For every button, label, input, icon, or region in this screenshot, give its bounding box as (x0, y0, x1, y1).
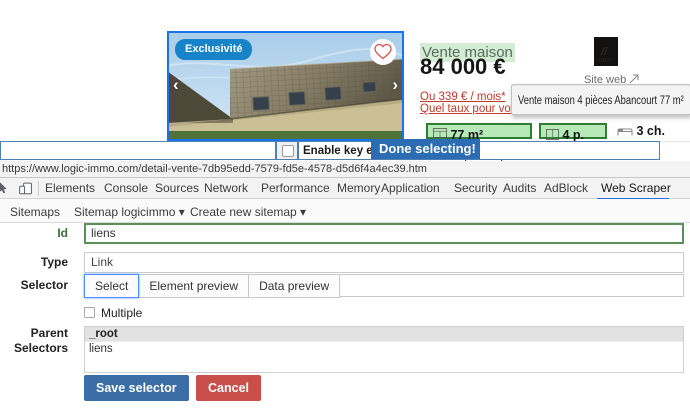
svg-text:ORPI: ORPI (598, 58, 613, 64)
